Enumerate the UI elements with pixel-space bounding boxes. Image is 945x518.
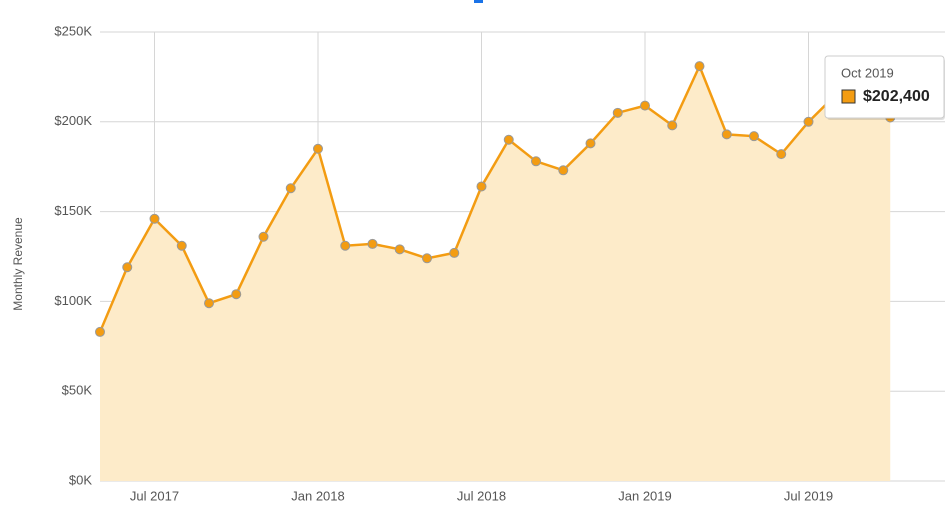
point [503,134,514,145]
point [149,213,160,224]
point [285,183,296,194]
point [449,247,460,258]
point [667,120,678,131]
point [749,131,759,142]
point [640,100,650,111]
tooltip-title: Oct 2019 [841,65,894,80]
y-tick-label: $50K [62,383,93,398]
y-tick-label: $0K [69,472,92,487]
point [612,107,623,118]
point [258,231,269,242]
point [176,240,187,251]
y-tick-label: $150K [54,203,92,218]
point [476,181,487,192]
point [313,143,323,154]
point [558,165,569,176]
x-tick-label: Jan 2019 [618,488,672,503]
area [100,66,891,482]
x-tick-label: Jul 2018 [457,488,506,503]
x-tick-label: Jul 2019 [784,488,833,503]
y-axis-title: Monthly Revenue [11,217,25,311]
point [585,138,596,149]
y-tick-label: $250K [54,23,92,38]
point [721,129,732,140]
point [394,244,405,255]
point [694,61,705,72]
point [340,240,351,251]
point [531,156,541,167]
tooltip-value: $202,400 [863,88,930,105]
y-tick-label: $200K [54,113,92,128]
point [803,116,814,127]
point [122,262,133,273]
point [231,289,242,300]
legend-marker [474,0,483,3]
tooltip-swatch [841,89,856,104]
point [776,149,787,160]
y-tick-label: $100K [54,293,92,308]
point [204,298,214,309]
point [422,253,432,264]
point [95,326,105,337]
x-tick-label: Jul 2017 [130,488,179,503]
x-tick-label: Jan 2018 [291,488,345,503]
point [367,238,378,249]
